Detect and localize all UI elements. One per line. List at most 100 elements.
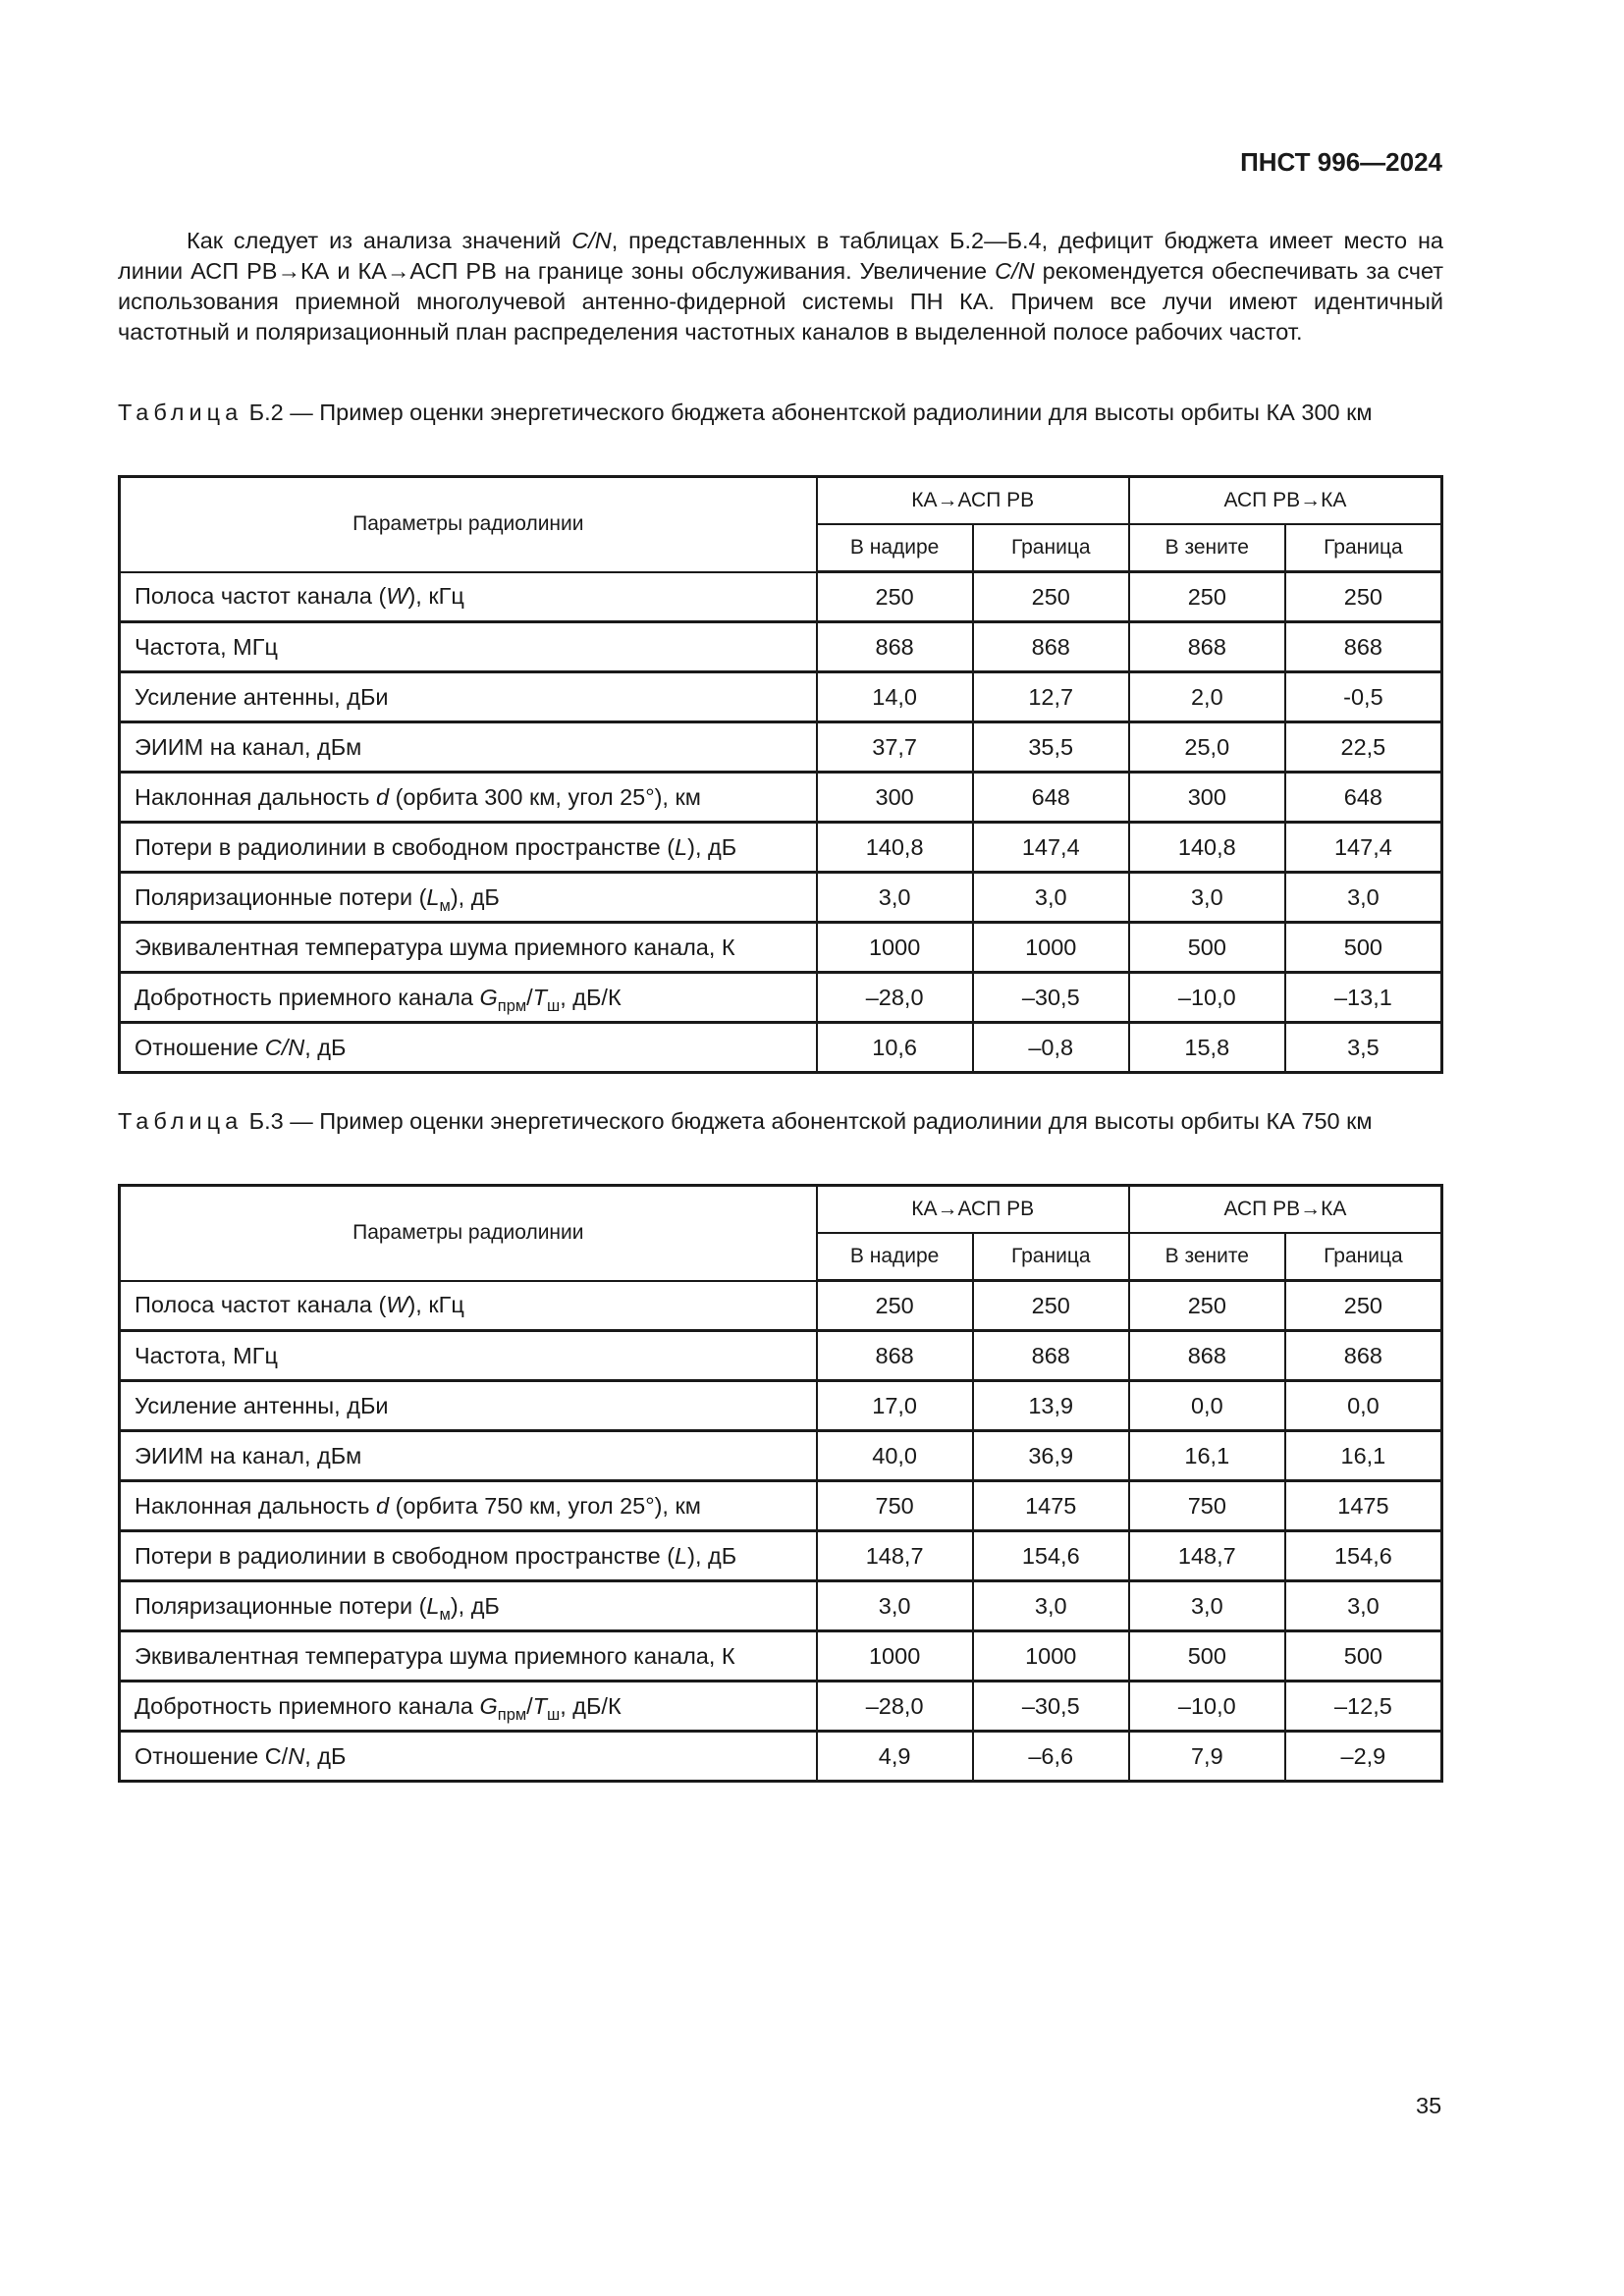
- text-segment: L: [426, 883, 440, 910]
- row-label: Потери в радиолинии в свободном простран…: [118, 821, 818, 874]
- row-value: 1000: [815, 1629, 974, 1682]
- row-value: 868: [1283, 1329, 1443, 1382]
- row-value: 500: [1127, 921, 1286, 974]
- caption-text: Б.3 — Пример оценки энергетического бюдж…: [243, 1108, 1373, 1134]
- table-row: Частота, МГц 868 868 868 868: [118, 1329, 1443, 1382]
- text-segment: /: [526, 984, 533, 1010]
- row-label: Поляризационные потери (Lм), дБ: [118, 1579, 818, 1632]
- row-value: 500: [1283, 1629, 1443, 1682]
- row-value: 35,5: [971, 721, 1130, 774]
- text-segment: W: [386, 1292, 408, 1318]
- row-value: 36,9: [971, 1429, 1130, 1482]
- row-value: 3,5: [1283, 1021, 1443, 1074]
- text-segment: Отношение C/: [135, 1742, 289, 1769]
- text-segment: /: [526, 1692, 533, 1719]
- row-value: 14,0: [815, 670, 974, 723]
- table-row: ЭИИМ на канал, дБм 37,7 35,5 25,0 22,5: [118, 721, 1443, 774]
- row-value: 16,1: [1283, 1429, 1443, 1482]
- text-segment: L: [675, 833, 688, 860]
- text-segment: Усиление антенны, дБи: [135, 1392, 389, 1418]
- text-segment: Эквивалентная температура шума приемного…: [135, 1642, 735, 1669]
- table-row: Наклонная дальность d (орбита 750 км, уг…: [118, 1479, 1443, 1532]
- table-caption: Таблица Б.2 — Пример оценки энергетическ…: [118, 398, 1443, 427]
- row-value: 148,7: [815, 1529, 974, 1582]
- header-parameters: Параметры радиолинии: [118, 1184, 818, 1282]
- row-value: –10,0: [1127, 971, 1286, 1024]
- row-value: –10,0: [1127, 1680, 1286, 1733]
- row-value: 868: [971, 1329, 1130, 1382]
- header-downlink: КА→АСП РВ: [815, 1184, 1130, 1234]
- row-value: 250: [1127, 570, 1286, 623]
- table-row: Наклонная дальность d (орбита 300 км, уг…: [118, 771, 1443, 824]
- header-uplink: АСП РВ→КА: [1127, 475, 1443, 525]
- table-row: Поляризационные потери (Lм), дБ 3,0 3,0 3,0…: [118, 871, 1443, 924]
- header-downlink: КА→АСП РВ: [815, 475, 1130, 525]
- row-value: 868: [1127, 620, 1286, 673]
- row-value: 13,9: [971, 1379, 1130, 1432]
- text-segment: Потери в радиолинии в свободном простран…: [135, 1542, 676, 1569]
- row-value: 750: [1127, 1479, 1286, 1532]
- row-value: 500: [1127, 1629, 1286, 1682]
- table-row: Полоса частот канала (W), кГц 250 250 250 25…: [118, 1279, 1443, 1332]
- row-value: –0,8: [971, 1021, 1130, 1074]
- text-segment: Добротность приемного канала: [135, 1692, 480, 1719]
- header-parameters: Параметры радиолинии: [118, 475, 818, 573]
- row-value: 140,8: [1127, 821, 1286, 874]
- caption-text: Б.2 — Пример оценки энергетического бюдж…: [243, 400, 1373, 425]
- row-label: Наклонная дальность d (орбита 300 км, уг…: [118, 771, 818, 824]
- row-value: 2,0: [1127, 670, 1286, 723]
- row-value: 300: [1127, 771, 1286, 824]
- row-label: Отношение C/N, дБ: [118, 1021, 818, 1074]
- row-value: 3,0: [815, 871, 974, 924]
- row-value: 1475: [971, 1479, 1130, 1532]
- text-segment: , дБ: [304, 1034, 347, 1060]
- row-label: Отношение C/N, дБ: [118, 1730, 818, 1783]
- table-row: Потери в радиолинии в свободном простран…: [118, 821, 1443, 874]
- budget-table-750km: Параметры радиолинии КА→АСП РВ АСП РВ→КА…: [118, 1184, 1443, 1783]
- budget-table-300km: Параметры радиолинии КА→АСП РВ АСП РВ→КА…: [118, 475, 1443, 1074]
- row-value: 15,8: [1127, 1021, 1286, 1074]
- row-label: Добротность приемного канала Gпрм/Tш, дБ…: [118, 971, 818, 1024]
- text-segment: C/N: [995, 258, 1035, 284]
- row-value: -0,5: [1283, 670, 1443, 723]
- row-value: 0,0: [1127, 1379, 1286, 1432]
- text-segment: Частота, МГц: [135, 633, 278, 660]
- row-value: 3,0: [1283, 1579, 1443, 1632]
- row-value: –12,5: [1283, 1680, 1443, 1733]
- text-segment: ЭИИМ на канал, дБм: [135, 733, 362, 760]
- text-segment: G: [479, 1692, 498, 1719]
- document-id: ПНСТ 996—2024: [1240, 147, 1442, 177]
- row-value: 3,0: [1127, 871, 1286, 924]
- row-label: Частота, МГц: [118, 1329, 818, 1382]
- row-value: 147,4: [1283, 821, 1443, 874]
- text-segment: Наклонная дальность: [135, 783, 376, 810]
- header-sub: Граница: [1283, 523, 1443, 573]
- row-label: Эквивалентная температура шума приемного…: [118, 1629, 818, 1682]
- header-sub: В надире: [815, 1232, 974, 1282]
- row-label: Добротность приемного канала Gпрм/Tш, дБ…: [118, 1680, 818, 1733]
- row-value: 25,0: [1127, 721, 1286, 774]
- row-value: 40,0: [815, 1429, 974, 1482]
- row-value: 147,4: [971, 821, 1130, 874]
- text-segment: ), дБ: [687, 833, 737, 860]
- text-segment: , дБ/К: [560, 984, 622, 1010]
- row-value: 868: [1283, 620, 1443, 673]
- table-row: Поляризационные потери (Lм), дБ 3,0 3,0 3,0…: [118, 1579, 1443, 1632]
- text-segment: Усиление антенны, дБи: [135, 683, 389, 710]
- row-value: 3,0: [1283, 871, 1443, 924]
- text-segment: T: [532, 1692, 548, 1719]
- row-value: 3,0: [971, 1579, 1130, 1632]
- header-sub: В зените: [1127, 523, 1286, 573]
- caption-word: Таблица: [118, 1108, 244, 1134]
- row-value: 868: [971, 620, 1130, 673]
- table-row: Отношение C/N, дБ 4,9 –6,6 7,9 –2,9: [118, 1730, 1443, 1783]
- row-label: Усиление антенны, дБи: [118, 1379, 818, 1432]
- header-sub: Граница: [971, 523, 1130, 573]
- row-value: 10,6: [815, 1021, 974, 1074]
- row-value: 250: [1283, 570, 1443, 623]
- header-uplink: АСП РВ→КА: [1127, 1184, 1443, 1234]
- table-row: Усиление антенны, дБи 17,0 13,9 0,0 0,0: [118, 1379, 1443, 1432]
- row-value: 12,7: [971, 670, 1130, 723]
- text-segment: (орбита 300 км, угол 25°), км: [389, 783, 701, 810]
- text-segment: Эквивалентная температура шума приемного…: [135, 934, 735, 960]
